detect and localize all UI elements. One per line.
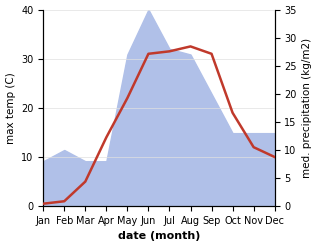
Y-axis label: med. precipitation (kg/m2): med. precipitation (kg/m2) <box>302 38 313 178</box>
X-axis label: date (month): date (month) <box>118 231 200 242</box>
Y-axis label: max temp (C): max temp (C) <box>5 72 16 144</box>
